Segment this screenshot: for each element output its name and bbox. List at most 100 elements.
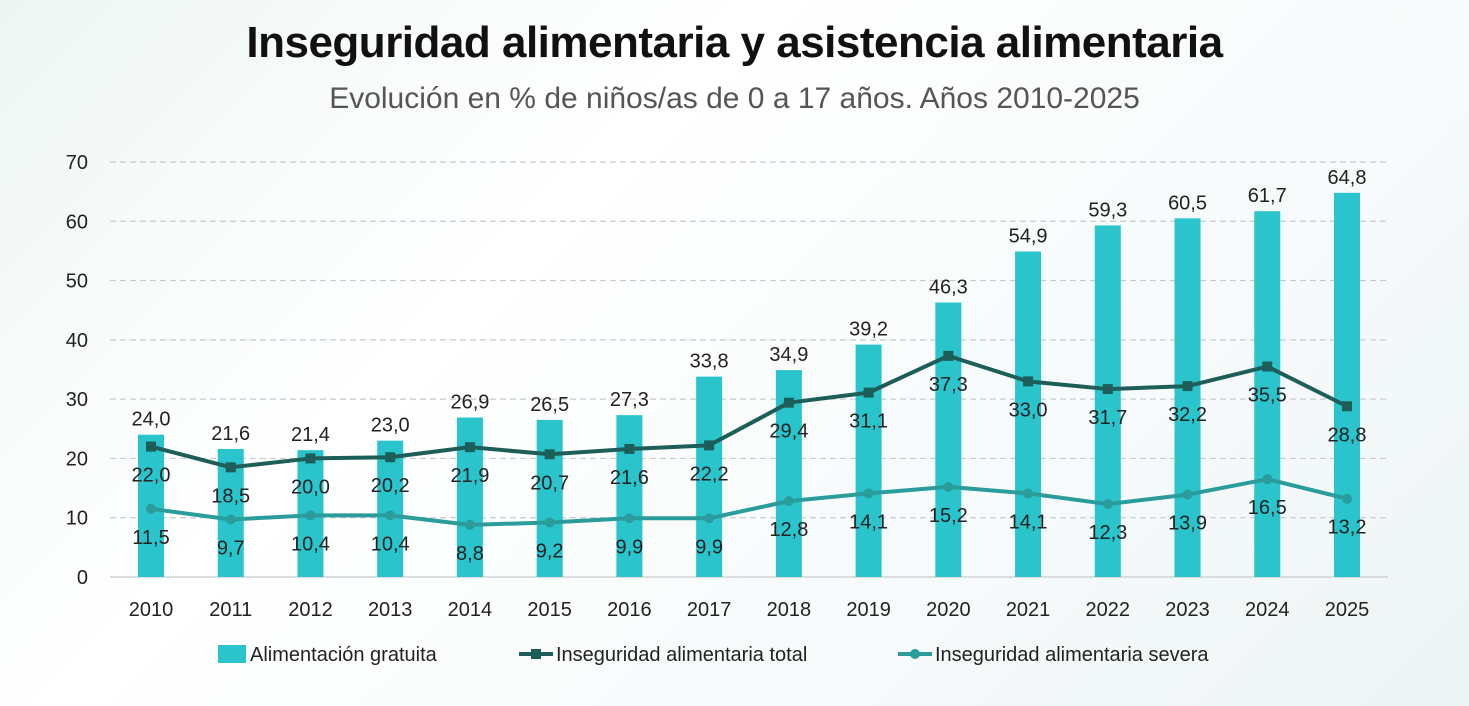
x-tick-label: 2021 xyxy=(1006,599,1051,621)
bar-data-label: 61,7 xyxy=(1248,185,1287,207)
y-tick-label: 10 xyxy=(66,508,88,530)
bar-data-label: 34,9 xyxy=(769,344,808,366)
bar-data-label: 59,3 xyxy=(1088,199,1127,221)
line-data-label: 32,2 xyxy=(1168,404,1207,426)
x-tick-label: 2013 xyxy=(368,599,413,621)
y-tick-label: 60 xyxy=(66,211,88,233)
line-data-label: 29,4 xyxy=(769,421,808,443)
line-data-label: 22,0 xyxy=(132,465,171,487)
line-data-label: 31,7 xyxy=(1088,407,1127,429)
y-tick-label: 30 xyxy=(66,389,88,411)
x-tick-label: 2022 xyxy=(1086,599,1131,621)
line-marker xyxy=(704,513,715,524)
line-marker xyxy=(1262,361,1273,372)
legend-marker xyxy=(910,649,920,659)
line-marker xyxy=(225,462,236,473)
x-tick-label: 2020 xyxy=(926,599,971,621)
x-tick-label: 2018 xyxy=(767,599,812,621)
line-data-label: 22,2 xyxy=(690,463,729,485)
bar xyxy=(1015,251,1042,577)
line-marker xyxy=(1023,488,1034,499)
line-marker xyxy=(863,387,874,398)
legend-label: Inseguridad alimentaria severa xyxy=(935,644,1209,666)
bar xyxy=(935,302,962,577)
line-marker xyxy=(146,503,156,514)
line-marker xyxy=(464,519,475,530)
x-tick-label: 2015 xyxy=(527,599,572,621)
legend-marker xyxy=(531,649,541,659)
line-marker xyxy=(305,453,316,464)
line-data-label: 9,2 xyxy=(536,540,564,562)
line-marker xyxy=(225,514,236,525)
y-tick-label: 50 xyxy=(66,271,88,293)
bar-data-label: 64,8 xyxy=(1328,167,1367,189)
bar xyxy=(1094,225,1121,577)
line-data-label: 10,4 xyxy=(371,533,410,555)
bar-data-label: 39,2 xyxy=(849,319,888,341)
line-marker xyxy=(1342,401,1352,412)
line-data-label: 21,6 xyxy=(610,467,649,489)
line-marker xyxy=(783,397,794,408)
line-data-label: 10,4 xyxy=(291,533,330,555)
x-tick-label: 2023 xyxy=(1165,599,1210,621)
line-marker xyxy=(1342,493,1352,504)
legend-label: Alimentación gratuita xyxy=(250,644,438,666)
bar xyxy=(855,344,882,577)
line-data-label: 15,2 xyxy=(929,505,968,527)
line-data-label: 14,1 xyxy=(1009,511,1048,533)
bar-data-label: 21,4 xyxy=(291,424,330,446)
bar-data-label: 27,3 xyxy=(610,389,649,411)
line-marker xyxy=(385,452,396,463)
line-marker xyxy=(783,496,794,507)
bar-data-label: 24,0 xyxy=(132,409,171,431)
chart-subtitle: Evolución en % de niños/as de 0 a 17 año… xyxy=(329,82,1140,115)
y-tick-label: 0 xyxy=(77,567,88,589)
line-data-label: 12,3 xyxy=(1088,522,1127,544)
line-marker xyxy=(1102,499,1113,510)
line-marker xyxy=(544,517,555,528)
line-data-label: 9,9 xyxy=(615,536,643,558)
line-data-label: 31,1 xyxy=(849,411,888,433)
bar-data-label: 33,8 xyxy=(690,351,729,373)
legend-label: Inseguridad alimentaria total xyxy=(556,644,807,666)
bar-data-label: 26,5 xyxy=(530,394,569,416)
line-data-label: 35,5 xyxy=(1248,385,1287,407)
line-marker xyxy=(146,441,156,452)
x-tick-label: 2012 xyxy=(288,599,333,621)
bar-data-label: 60,5 xyxy=(1168,192,1207,214)
line-marker xyxy=(624,443,635,454)
line-data-label: 18,5 xyxy=(211,485,250,507)
y-tick-label: 70 xyxy=(66,152,88,174)
line-marker xyxy=(544,449,555,460)
x-tick-label: 2024 xyxy=(1245,599,1290,621)
x-tick-label: 2010 xyxy=(129,599,174,621)
y-tick-label: 20 xyxy=(66,448,88,470)
line-data-label: 28,8 xyxy=(1328,424,1367,446)
line-marker xyxy=(943,350,954,361)
chart-title: Inseguridad alimentaria y asistencia ali… xyxy=(246,18,1223,67)
x-tick-label: 2025 xyxy=(1325,599,1370,621)
line-data-label: 20,7 xyxy=(530,472,569,494)
line-data-label: 20,2 xyxy=(371,475,410,497)
x-tick-label: 2017 xyxy=(687,599,732,621)
line-data-label: 37,3 xyxy=(929,374,968,396)
bar xyxy=(1334,192,1360,578)
bar-data-label: 54,9 xyxy=(1009,226,1048,248)
x-tick-label: 2011 xyxy=(209,599,252,621)
line-data-label: 9,7 xyxy=(217,537,245,559)
line-marker xyxy=(1182,489,1193,500)
line-data-label: 14,1 xyxy=(849,511,888,533)
line-data-label: 16,5 xyxy=(1248,497,1287,519)
y-tick-label: 40 xyxy=(66,330,88,352)
line-data-label: 13,9 xyxy=(1168,513,1207,535)
line-data-label: 11,5 xyxy=(132,527,169,549)
bar xyxy=(616,415,643,577)
bar-data-label: 46,3 xyxy=(929,277,968,299)
bar xyxy=(536,419,563,577)
line-marker xyxy=(863,488,874,499)
x-tick-label: 2016 xyxy=(607,599,652,621)
bar xyxy=(377,440,404,577)
line-data-label: 21,9 xyxy=(450,465,489,487)
line-marker xyxy=(1182,381,1193,392)
